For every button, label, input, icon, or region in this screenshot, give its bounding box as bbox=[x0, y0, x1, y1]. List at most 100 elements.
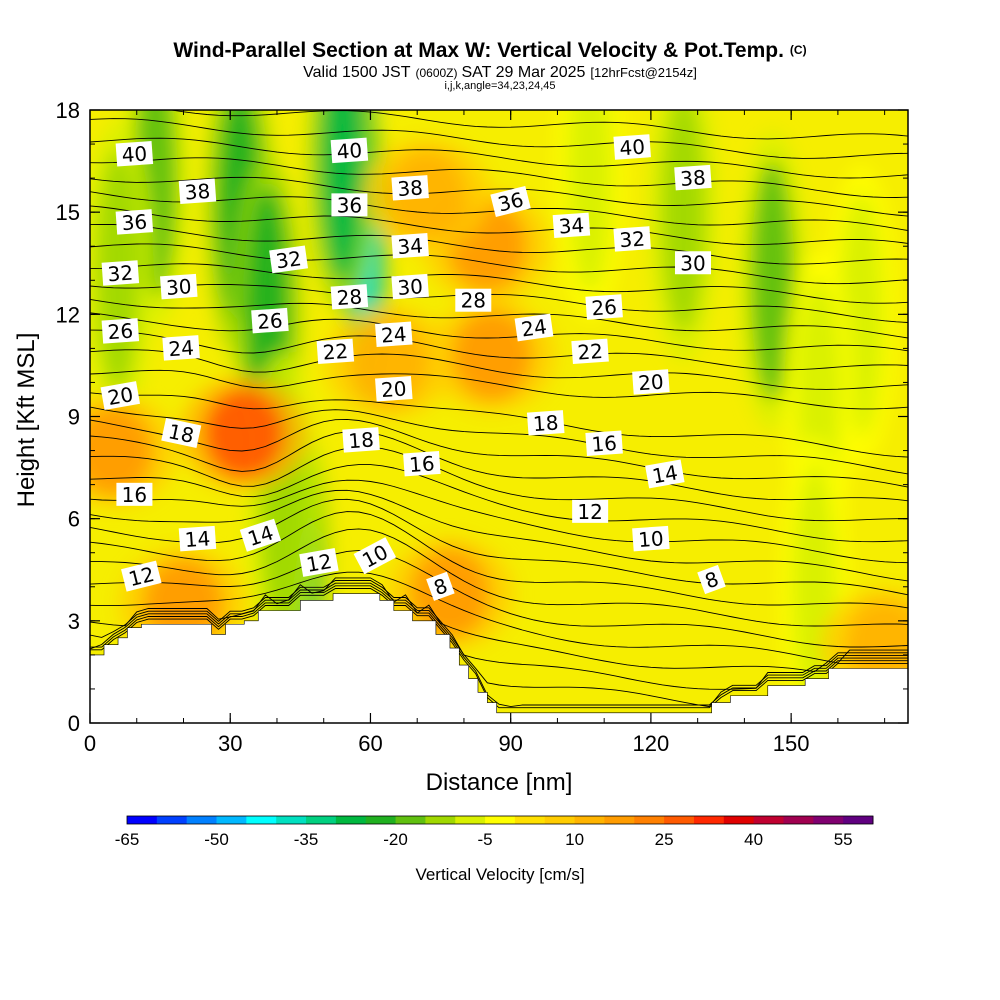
theta-label-text: 26 bbox=[256, 308, 283, 334]
colorbar-swatch bbox=[365, 816, 397, 824]
theta-label-text: 40 bbox=[121, 141, 148, 167]
colorbar-swatch bbox=[723, 816, 755, 824]
theta-contour bbox=[90, 157, 908, 198]
theta-label: 20 bbox=[375, 376, 413, 402]
theta-labels: 4038363230262420181614121432262240362838… bbox=[100, 134, 726, 601]
theta-label-text: 14 bbox=[184, 526, 211, 552]
theta-label: 22 bbox=[316, 338, 355, 365]
theta-label-box bbox=[101, 260, 140, 286]
theta-label-box bbox=[697, 564, 726, 595]
theta-contour bbox=[90, 298, 908, 339]
theta-label: 22 bbox=[571, 338, 609, 365]
theta-label-box bbox=[115, 141, 154, 167]
colorbar-swatch bbox=[485, 816, 516, 824]
theta-label: 12 bbox=[121, 560, 162, 592]
theta-label-text: 24 bbox=[168, 336, 195, 362]
theta-label-text: 28 bbox=[336, 284, 363, 310]
colorbar-tick-label: 55 bbox=[834, 830, 853, 849]
theta-label-text: 16 bbox=[591, 431, 618, 457]
theta-label: 32 bbox=[101, 260, 140, 286]
theta-label-box bbox=[269, 245, 309, 274]
velocity-cell bbox=[661, 110, 706, 333]
y-tick-label: 12 bbox=[56, 302, 80, 327]
theta-label-box bbox=[572, 499, 609, 523]
theta-contour bbox=[90, 392, 908, 458]
colorbar-swatch bbox=[246, 816, 277, 824]
colorbar-swatch bbox=[664, 816, 695, 824]
colorbar-tick-label: 40 bbox=[744, 830, 763, 849]
theta-label-text: 22 bbox=[577, 339, 604, 365]
theta-label: 24 bbox=[162, 335, 200, 361]
colorbar-swatch bbox=[604, 816, 635, 824]
theta-label-box bbox=[674, 251, 711, 275]
theta-label: 36 bbox=[331, 193, 368, 217]
theta-label: 40 bbox=[330, 137, 369, 164]
theta-label: 20 bbox=[632, 369, 670, 395]
theta-label-text: 36 bbox=[337, 193, 362, 217]
theta-contour bbox=[90, 176, 908, 217]
theta-contours bbox=[90, 110, 908, 709]
theta-label: 30 bbox=[160, 273, 198, 300]
theta-label-text: 16 bbox=[122, 483, 147, 507]
colorbar-tick-label: 25 bbox=[655, 830, 674, 849]
theta-label-box bbox=[526, 410, 565, 436]
theta-label: 16 bbox=[585, 430, 623, 457]
theta-label-text: 36 bbox=[495, 187, 526, 216]
theta-label: 16 bbox=[403, 450, 441, 477]
colorbar-swatch bbox=[455, 816, 486, 824]
theta-contour bbox=[90, 312, 908, 352]
theta-label: 18 bbox=[161, 418, 202, 449]
theta-label: 34 bbox=[552, 212, 591, 239]
theta-label-box bbox=[426, 571, 455, 601]
theta-label-box bbox=[613, 134, 651, 160]
x-tick-label: 90 bbox=[498, 731, 522, 756]
theta-label: 18 bbox=[526, 410, 565, 436]
velocity-cell bbox=[204, 388, 285, 479]
theta-label-text: 38 bbox=[184, 179, 211, 205]
theta-label-box bbox=[330, 284, 369, 310]
theta-contour bbox=[90, 479, 908, 564]
theta-label-box bbox=[585, 430, 623, 456]
colorbar-tick-label: -20 bbox=[383, 830, 408, 849]
theta-label: 30 bbox=[391, 273, 429, 300]
theta-label-box bbox=[585, 294, 623, 320]
theta-label-box bbox=[239, 518, 282, 552]
theta-label-text: 34 bbox=[558, 213, 585, 239]
x-axis: 0 30 60 90 120 150 bbox=[84, 110, 886, 756]
theta-contour bbox=[90, 588, 908, 709]
theta-contour bbox=[90, 582, 908, 708]
theta-label-text: 38 bbox=[397, 175, 424, 201]
colorbar-swatch bbox=[276, 816, 307, 824]
velocity-cell bbox=[750, 160, 795, 401]
theta-label-text: 30 bbox=[165, 274, 192, 300]
colorbar-frame bbox=[126, 815, 874, 825]
terrain bbox=[90, 593, 908, 723]
velocity-cell bbox=[844, 599, 908, 690]
velocity-cell bbox=[90, 405, 154, 496]
x-tick-label: 150 bbox=[773, 731, 810, 756]
colorbar-swatch bbox=[783, 816, 814, 824]
theta-contour bbox=[90, 137, 908, 179]
colorbar-swatch bbox=[634, 816, 665, 824]
theta-label: 40 bbox=[115, 141, 154, 167]
theta-label-box bbox=[342, 427, 380, 453]
theta-contour bbox=[90, 498, 908, 596]
theta-contour bbox=[90, 511, 908, 609]
theta-contour bbox=[90, 223, 908, 265]
theta-label-text: 20 bbox=[106, 382, 135, 410]
theta-label-text: 36 bbox=[121, 210, 148, 236]
theta-label-box bbox=[490, 185, 531, 217]
theta-label-text: 26 bbox=[107, 319, 134, 345]
theta-contour bbox=[90, 489, 908, 582]
theta-label-box bbox=[161, 418, 202, 449]
plot-area: 4038363230262420181614121432262240362838… bbox=[90, 110, 908, 723]
theta-label-text: 26 bbox=[591, 295, 618, 321]
theta-label-box bbox=[316, 338, 355, 365]
y-tick-label: 9 bbox=[68, 405, 80, 430]
theta-label-text: 16 bbox=[408, 451, 435, 477]
theta-label-text: 28 bbox=[461, 289, 486, 313]
theta-contour bbox=[90, 118, 908, 159]
theta-contour bbox=[90, 464, 908, 543]
theta-label: 16 bbox=[116, 482, 153, 507]
